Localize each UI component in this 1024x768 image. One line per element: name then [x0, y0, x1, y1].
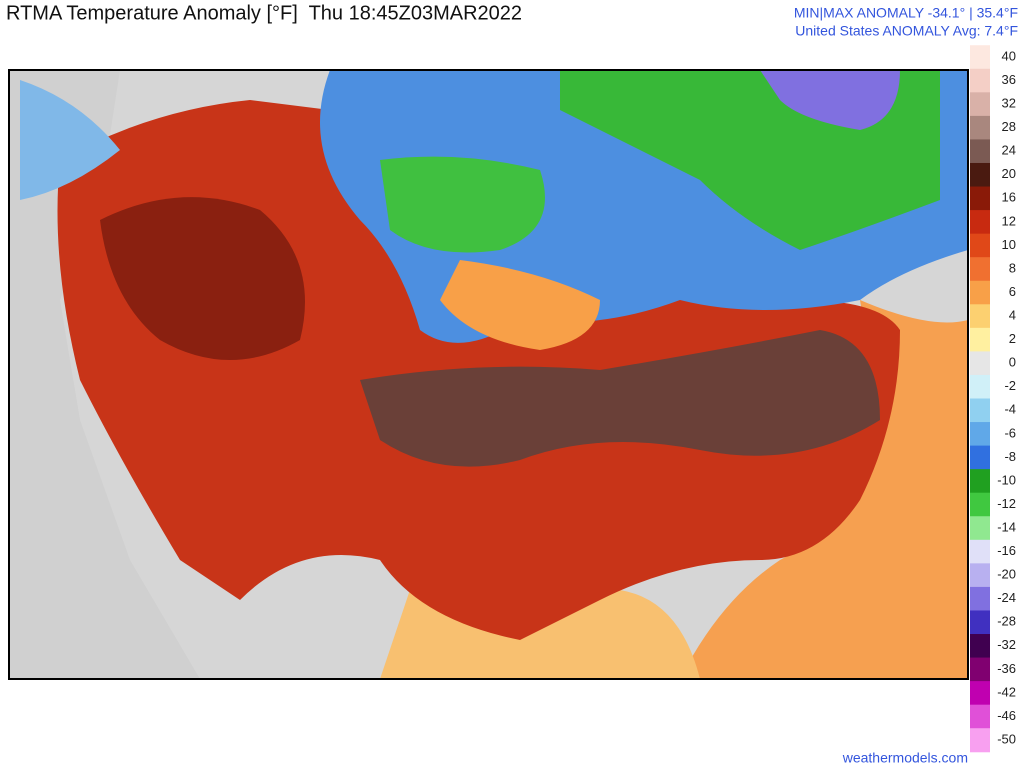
colorbar-label: 24 [1002, 143, 1016, 158]
colorbar-label: -4 [1004, 402, 1016, 417]
colorbar-label: -32 [997, 637, 1016, 652]
colorbar-bin [970, 728, 990, 753]
colorbar-label: 28 [1002, 119, 1016, 134]
colorbar-label: 12 [1002, 213, 1016, 228]
colorbar-bin [970, 327, 990, 352]
footer: weathermodels.com [842, 750, 968, 766]
map-frame [8, 69, 969, 680]
colorbar-bin [970, 304, 990, 329]
colorbar-label: 20 [1002, 166, 1016, 181]
west-warm [100, 197, 305, 360]
colorbar-label: -10 [997, 472, 1016, 487]
colorbar-bin [970, 92, 990, 117]
colorbar-bin [970, 186, 990, 211]
colorbar-bin [970, 681, 990, 706]
map [8, 69, 969, 680]
colorbar-bin [970, 469, 990, 494]
colorbar-label: -36 [997, 661, 1016, 676]
northwest [20, 80, 120, 200]
colorbar-bin [970, 374, 990, 399]
colorbar-label: -42 [997, 684, 1016, 699]
colorbar-bin [970, 233, 990, 258]
colorbar-bin [970, 445, 990, 470]
pacific [9, 70, 200, 679]
colorbar-bin [970, 280, 990, 305]
colorbar-bin [970, 351, 990, 376]
colorbar-label: -14 [997, 519, 1016, 534]
colorbar-label: 10 [1002, 237, 1016, 252]
colorbar-bin [970, 634, 990, 659]
colorbar-label: 0 [1009, 355, 1016, 370]
colorbar-bin [970, 563, 990, 588]
colorbar-label: 16 [1002, 190, 1016, 205]
colorbar-bin [970, 610, 990, 635]
colorbar-label: -8 [1004, 449, 1016, 464]
colorbar-bin [970, 422, 990, 447]
colorbar-label: -24 [997, 590, 1016, 605]
colorbar-label: 4 [1009, 308, 1016, 323]
colorbar-label: -12 [997, 496, 1016, 511]
colorbar-bin [970, 492, 990, 517]
colorbar-bin [970, 210, 990, 235]
green-north [380, 156, 545, 253]
atlantic [680, 300, 968, 679]
colorbar-label: -28 [997, 614, 1016, 629]
min-max: MIN|MAX ANOMALY -34.1° | 35.4°F [794, 5, 1018, 21]
colorbar-bin [970, 257, 990, 282]
average: United States ANOMALY Avg: 7.4°F [795, 23, 1018, 39]
colorbar-bin [970, 68, 990, 93]
title: RTMA Temperature Anomaly [°F] Thu 18:45Z… [6, 2, 522, 24]
peak-warm [360, 330, 880, 467]
colorbar-bin [970, 139, 990, 164]
colorbar-label: 2 [1009, 331, 1016, 346]
colorbar-label: 6 [1009, 284, 1016, 299]
colorbar-label: -20 [997, 567, 1016, 582]
colorbar-label: 8 [1009, 260, 1016, 275]
plains [440, 260, 600, 350]
cold-canada [760, 70, 900, 130]
colorbar-label: -46 [997, 708, 1016, 723]
colorbar-label: -6 [1004, 425, 1016, 440]
colorbar-label: 32 [1002, 96, 1016, 111]
colorbar-bin [970, 162, 990, 188]
colorbar: 40363228242016121086420-2-4-6-8-10-12-14… [970, 45, 1016, 753]
colorbar-bin [970, 657, 990, 682]
colorbar-bin [970, 115, 990, 140]
colorbar-bin [970, 398, 990, 423]
colorbar-bin [970, 516, 990, 541]
colorbar-bin [970, 586, 990, 611]
colorbar-label: -2 [1004, 378, 1016, 393]
colorbar-label: -16 [997, 543, 1016, 558]
colorbar-bin [970, 704, 990, 729]
colorbar-bin [970, 539, 990, 564]
colorbar-label: 40 [1002, 48, 1016, 63]
colorbar-label: -50 [997, 731, 1016, 746]
colorbar-bin [970, 45, 990, 70]
colorbar-label: 36 [1002, 72, 1016, 87]
